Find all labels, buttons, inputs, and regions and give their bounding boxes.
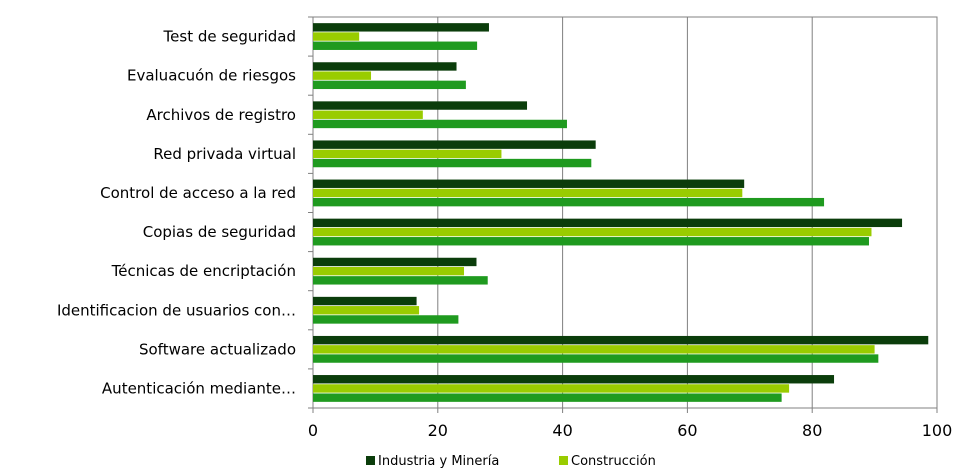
bar (313, 354, 879, 363)
bar (313, 32, 360, 41)
bar (313, 218, 903, 228)
bar (313, 149, 502, 159)
bar (313, 276, 488, 285)
bar (313, 80, 466, 90)
y-category-label: Autenticación mediante… (102, 379, 296, 397)
bar (313, 41, 478, 50)
bar (313, 345, 875, 354)
bar (313, 158, 592, 168)
legend-label: Construcción (571, 454, 656, 469)
bar (313, 23, 489, 32)
y-category-label: Evaluacuón de riesgos (127, 67, 296, 85)
y-category-label: Control de acceso a la red (100, 184, 296, 202)
x-tick-label: 100 (922, 421, 953, 440)
bar (313, 335, 929, 345)
y-category-label: Identificacion de usuarios con… (57, 301, 296, 319)
y-category-label: Técnicas de encriptación (111, 262, 296, 280)
legend-swatch (559, 456, 568, 465)
y-category-label: Archivos de registro (146, 106, 296, 124)
bar (313, 306, 420, 315)
bar (313, 266, 465, 276)
bar (313, 197, 825, 207)
y-category-label: Test de seguridad (163, 28, 296, 46)
legend-swatch (366, 456, 375, 465)
bar (313, 140, 596, 149)
bar (313, 257, 477, 267)
y-category-label: Copias de seguridad (143, 223, 296, 241)
bar (313, 237, 869, 246)
bar (313, 384, 790, 393)
bar (313, 296, 417, 306)
x-tick-label: 80 (802, 421, 822, 440)
bar (313, 227, 872, 237)
bar (313, 375, 835, 384)
bar (313, 71, 372, 80)
y-category-label: Software actualizado (139, 340, 296, 358)
bar (313, 179, 745, 188)
bar (313, 188, 743, 198)
bar (313, 110, 423, 119)
x-tick-label: 40 (552, 421, 572, 440)
bar (313, 393, 782, 402)
y-category-label: Red privada virtual (153, 145, 296, 163)
bar (313, 62, 457, 71)
legend-label: Industria y Minería (378, 454, 499, 469)
bar (313, 101, 528, 110)
x-tick-label: 0 (308, 421, 318, 440)
x-tick-label: 20 (428, 421, 448, 440)
x-tick-label: 60 (677, 421, 697, 440)
bar (313, 315, 459, 324)
bar (313, 119, 567, 129)
